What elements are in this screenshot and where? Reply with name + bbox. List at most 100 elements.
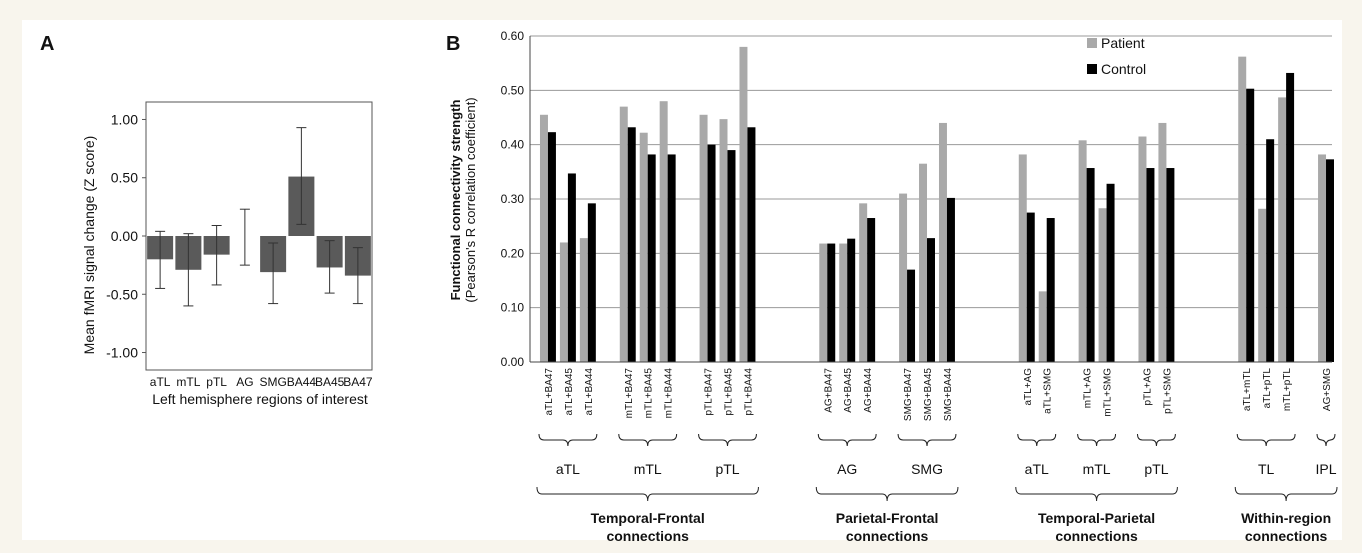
panel-b-subgroup-bracket [1316,433,1336,447]
panel-b-x-tick-label: mTL+BA44 [664,368,675,419]
panel-a-x-axis-title: Left hemisphere regions of interest [152,391,368,407]
panel-b-subgroup-label: aTL [1025,461,1049,477]
panel-a-x-tick-label: BA47 [343,375,373,389]
panel-b-x-tick-label: aTL+AG [1023,368,1034,406]
panel-b-bar-patient [619,106,628,362]
panel-b-bar-patient [1238,56,1247,362]
panel-b-legend: Patient Control [1087,35,1146,77]
panel-b-x-tick-label: SMG+BA44 [943,368,954,422]
panel-b-x-tick-label: aTL+mTL [1242,368,1253,412]
panel-b-x-tick-label: AG+BA44 [863,368,874,413]
panel-b-bar-patient [1258,208,1267,362]
panel-b-bar-patient [659,101,668,362]
panel-b-subgroup-bracket [698,433,757,447]
panel-b-bar-patient [899,193,908,362]
panel-b-y-tick-label: 0.60 [501,29,525,43]
panel-b-bar-patient [938,122,947,362]
panel-a-y-tick-label: 1.00 [111,111,138,127]
panel-b-group-label: connections [1055,528,1138,544]
panel-b-subgroup-bracket [618,433,678,447]
panel-b-bar-patient [1038,291,1047,362]
panel-b-bar-patient [719,119,728,362]
panel-b-bar-control [1086,168,1095,362]
panel-b-bar-control [667,154,676,362]
panel-b-y-tick-label: 0.40 [501,138,525,152]
panel-b-y-tick-label: 0.00 [501,355,525,369]
panel-b-bar-control [1166,168,1175,362]
panel-b-subgroup-bracket [1077,433,1117,447]
panel-b-y-axis-title: Functional connectivity strength [448,100,463,301]
panel-a-x-tick-label: pTL [206,375,227,389]
panel-b-bar-control [707,144,716,362]
panel-b-x-tick-label: mTL+BA47 [624,368,635,419]
panel-a-y-tick-label: -1.00 [106,345,138,361]
panel-b-bars [539,46,1334,363]
panel-b-bar-control [867,218,876,362]
panel-b-bar-patient [699,114,708,363]
panel-b-bar-patient [1078,140,1087,362]
panel-b-bar-control [847,238,856,362]
panel-a-y-axis-title: Mean fMRI signal change (Z score) [81,136,97,355]
panel-b-y-axis: 0.00 0.10 0.20 0.30 0.40 0.50 0.60 [501,29,525,369]
panel-b-bar-patient [539,114,548,363]
panel-a-error-bars [155,127,363,307]
panel-b-subgroup-label: AG [837,461,857,477]
figure-panel [22,20,1342,540]
panel-b-bar-patient [1138,136,1147,362]
panel-b-bar-patient [639,132,648,362]
panel-b-x-tick-label: AG+BA45 [843,368,854,413]
panel-a-x-tick-label: BA45 [315,375,345,389]
panel-b-group-brackets: Temporal-Frontal connections Parietal-Fron… [536,486,1338,544]
panel-b-group-label: connections [606,528,689,544]
panel-b-group-label: Temporal-Frontal [591,510,705,526]
panel-b-x-tick-label: mTL+BA45 [644,368,655,419]
panel-b-group-bracket [815,486,959,502]
panel-b-group-label: Temporal-Parietal [1038,510,1155,526]
panel-b-bar-control [946,197,955,362]
panel-b-x-tick-label: aTL+SMG [1043,368,1054,414]
panel-b-bar-control [547,132,556,362]
panel-a-x-tick-label: aTL [150,375,171,389]
panel-b-x-tick-label: pTL+BA44 [743,368,754,416]
legend-swatch-control [1087,64,1097,74]
panel-b-y-tick-label: 0.30 [501,192,525,206]
panel-b-bar-control [1046,218,1055,362]
panel-b-bar-control [1246,88,1255,362]
panel-b-subgroup-bracket [1136,433,1176,447]
legend-swatch-patient [1087,38,1097,48]
panel-b-bar-control [1286,72,1295,363]
panel-b-group-bracket [1015,486,1178,502]
panel-b-bar-control [827,243,836,362]
panel-a-letter: A [40,33,54,55]
panel-b-subgroup-label: mTL [1083,461,1111,477]
panel-b-bar-control [1106,183,1115,362]
panel-b-bar-control [627,127,636,362]
panel-b-bar-control [587,203,596,362]
panel-b-subgroup-label: pTL [1144,461,1168,477]
legend-label-patient: Patient [1101,35,1145,51]
panel-b-subgroup-label: aTL [556,461,580,477]
panel-b-bar-patient [1278,97,1287,362]
panel-b-bar-control [747,127,756,362]
panel-b-x-tick-label: SMG+BA47 [903,368,914,422]
panel-b-subgroup-bracket [1017,433,1057,447]
panel-b-x-tick-label: pTL+AG [1142,368,1153,406]
panel-a-x-tick-label: mTL [176,375,200,389]
panel-b-x-tick-label: pTL+SMG [1162,368,1173,414]
panel-b-bar-control [1026,212,1035,362]
panel-b-subgroup-label: IPL [1316,461,1337,477]
panel-b-bar-patient [819,243,828,362]
panel-b-bar-control [567,173,576,362]
panel-b-bar-control [907,269,916,362]
panel-a-y-tick-label: 0.00 [111,228,138,244]
panel-b-bar-patient [919,163,928,362]
panel-b-subgroup-bracket [897,433,957,447]
panel-a-y-tick-label: -0.50 [106,286,138,302]
panel-b-group-bracket [1234,486,1338,502]
panel-b-x-tick-label: mTL+pTL [1282,368,1293,412]
panel-b-x-tick-label: aTL+BA44 [584,368,595,416]
panel-b-bar-control [727,150,736,362]
panel-b-bar-patient [1318,154,1327,362]
